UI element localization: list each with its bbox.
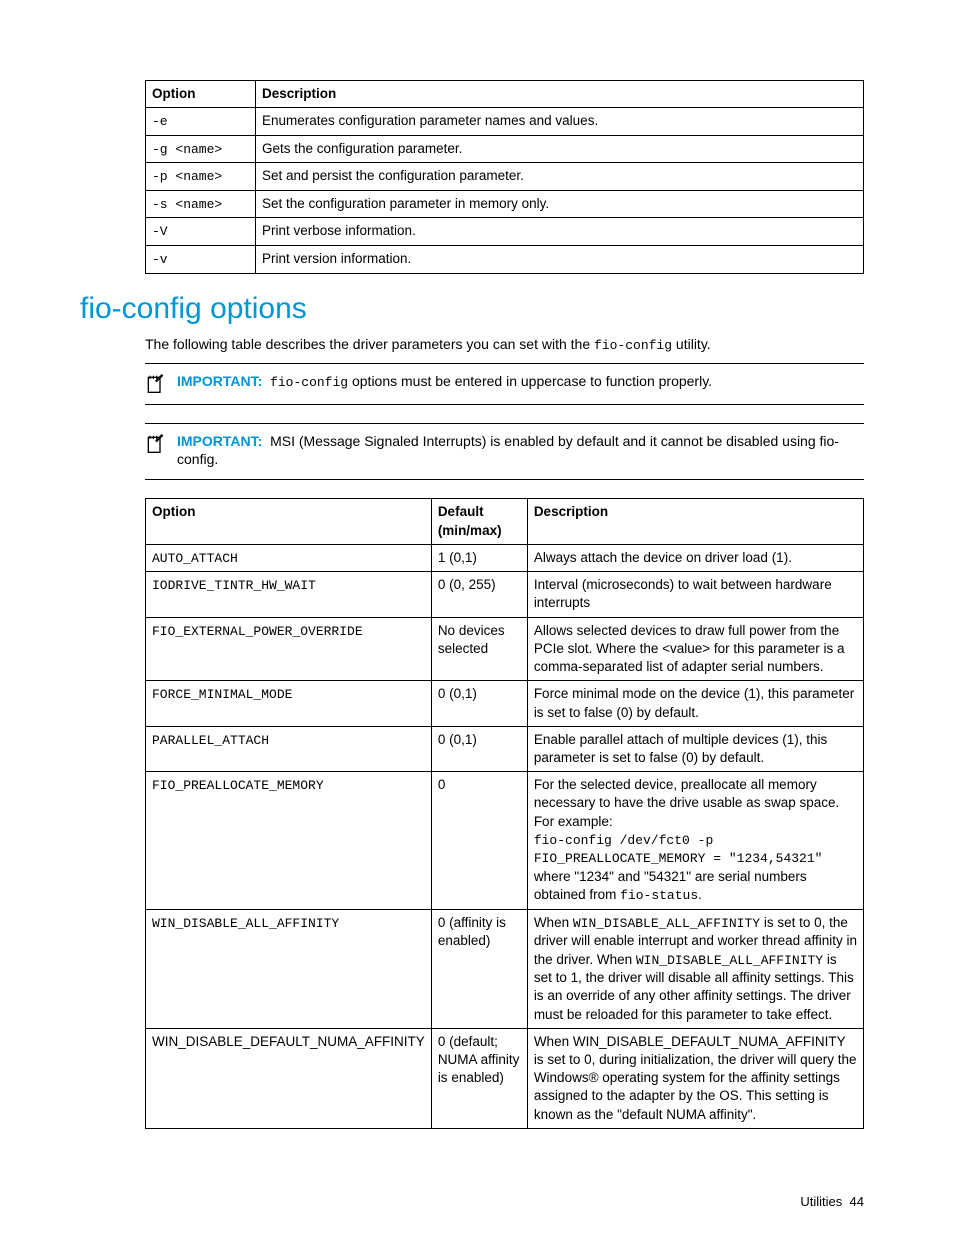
cell-option: -V — [146, 218, 256, 246]
cell-desc: Set the configuration parameter in memor… — [256, 190, 864, 218]
section-title: fio-config options — [80, 292, 864, 326]
table-row: -vPrint version information. — [146, 245, 864, 273]
table-row: FIO_PREALLOCATE_MEMORY0For the selected … — [146, 772, 864, 910]
cell-desc: Print version information. — [256, 245, 864, 273]
cell-desc: Interval (microseconds) to wait between … — [527, 572, 863, 617]
cell-desc: Always attach the device on driver load … — [527, 544, 863, 572]
th-option: Option — [146, 499, 432, 544]
note1-code: fio-config — [270, 375, 348, 390]
cell-desc: Allows selected devices to draw full pow… — [527, 617, 863, 681]
cell-desc: Set and persist the configuration parame… — [256, 163, 864, 191]
cell-desc: Gets the configuration parameter. — [256, 135, 864, 163]
cell-desc: Print verbose information. — [256, 218, 864, 246]
cell-desc: Enable parallel attach of multiple devic… — [527, 726, 863, 771]
cell-desc: Force minimal mode on the device (1), th… — [527, 681, 863, 726]
cell-option: WIN_DISABLE_ALL_AFFINITY — [146, 909, 432, 1028]
cell-option: PARALLEL_ATTACH — [146, 726, 432, 771]
cell-default: 0 (affinity is enabled) — [431, 909, 527, 1028]
notepad-icon — [145, 374, 165, 394]
cell-default: 0 (0, 255) — [431, 572, 527, 617]
table-row: FIO_EXTERNAL_POWER_OVERRIDENo devices se… — [146, 617, 864, 681]
table-row: WIN_DISABLE_ALL_AFFINITY0 (affinity is e… — [146, 909, 864, 1028]
lead-suffix: utility. — [672, 336, 711, 352]
cell-default: 0 (0,1) — [431, 681, 527, 726]
cell-desc: For the selected device, preallocate all… — [527, 772, 863, 910]
lead-prefix: The following table describes the driver… — [145, 336, 594, 352]
cell-option: FIO_EXTERNAL_POWER_OVERRIDE — [146, 617, 432, 681]
table-row: IODRIVE_TINTR_HW_WAIT0 (0, 255)Interval … — [146, 572, 864, 617]
cell-desc: When WIN_DISABLE_ALL_AFFINITY is set to … — [527, 909, 863, 1028]
table-row: WIN_DISABLE_DEFAULT_NUMA_AFFINITY0 (defa… — [146, 1028, 864, 1128]
cell-option: -s <name> — [146, 190, 256, 218]
table-row: AUTO_ATTACH1 (0,1)Always attach the devi… — [146, 544, 864, 572]
table-row: FORCE_MINIMAL_MODE0 (0,1)Force minimal m… — [146, 681, 864, 726]
cell-option: AUTO_ATTACH — [146, 544, 432, 572]
th-desc: Description — [256, 81, 864, 108]
cell-default: 0 — [431, 772, 527, 910]
th-option: Option — [146, 81, 256, 108]
cell-option: -e — [146, 108, 256, 136]
table-row: -VPrint verbose information. — [146, 218, 864, 246]
cell-default: 0 (0,1) — [431, 726, 527, 771]
options-table-2: Option Default (min/max) Description AUT… — [145, 498, 864, 1129]
th-default: Default (min/max) — [431, 499, 527, 544]
cell-option: -p <name> — [146, 163, 256, 191]
table-row: -p <name>Set and persist the configurati… — [146, 163, 864, 191]
page-footer: Utilities 44 — [800, 1194, 864, 1209]
table-row: PARALLEL_ATTACH0 (0,1)Enable parallel at… — [146, 726, 864, 771]
cell-desc: Enumerates configuration parameter names… — [256, 108, 864, 136]
cell-option: WIN_DISABLE_DEFAULT_NUMA_AFFINITY — [146, 1028, 432, 1128]
note1-rest: options must be entered in uppercase to … — [348, 373, 712, 389]
footer-section: Utilities — [800, 1194, 842, 1209]
important-label: IMPORTANT: — [177, 433, 262, 449]
cell-option: -v — [146, 245, 256, 273]
important-note-2: IMPORTANT: MSI (Message Signaled Interru… — [145, 423, 864, 481]
cell-option: FIO_PREALLOCATE_MEMORY — [146, 772, 432, 910]
table-row: -eEnumerates configuration parameter nam… — [146, 108, 864, 136]
notepad-icon — [145, 434, 165, 454]
th-desc: Description — [527, 499, 863, 544]
cell-default: 0 (default; NUMA affinity is enabled) — [431, 1028, 527, 1128]
cell-default: No devices selected — [431, 617, 527, 681]
lead-paragraph: The following table describes the driver… — [145, 336, 864, 353]
table-row: -g <name>Gets the configuration paramete… — [146, 135, 864, 163]
cell-option: IODRIVE_TINTR_HW_WAIT — [146, 572, 432, 617]
options-table-1: Option Description -eEnumerates configur… — [145, 80, 864, 274]
cell-default: 1 (0,1) — [431, 544, 527, 572]
cell-desc: When WIN_DISABLE_DEFAULT_NUMA_AFFINITY i… — [527, 1028, 863, 1128]
footer-page: 44 — [850, 1194, 864, 1209]
cell-option: -g <name> — [146, 135, 256, 163]
important-note-1: IMPORTANT: fio-config options must be en… — [145, 363, 864, 405]
note2-text: MSI (Message Signaled Interrupts) is ena… — [177, 433, 839, 468]
important-label: IMPORTANT: — [177, 373, 262, 389]
cell-option: FORCE_MINIMAL_MODE — [146, 681, 432, 726]
lead-code: fio-config — [594, 338, 672, 353]
table-row: -s <name>Set the configuration parameter… — [146, 190, 864, 218]
